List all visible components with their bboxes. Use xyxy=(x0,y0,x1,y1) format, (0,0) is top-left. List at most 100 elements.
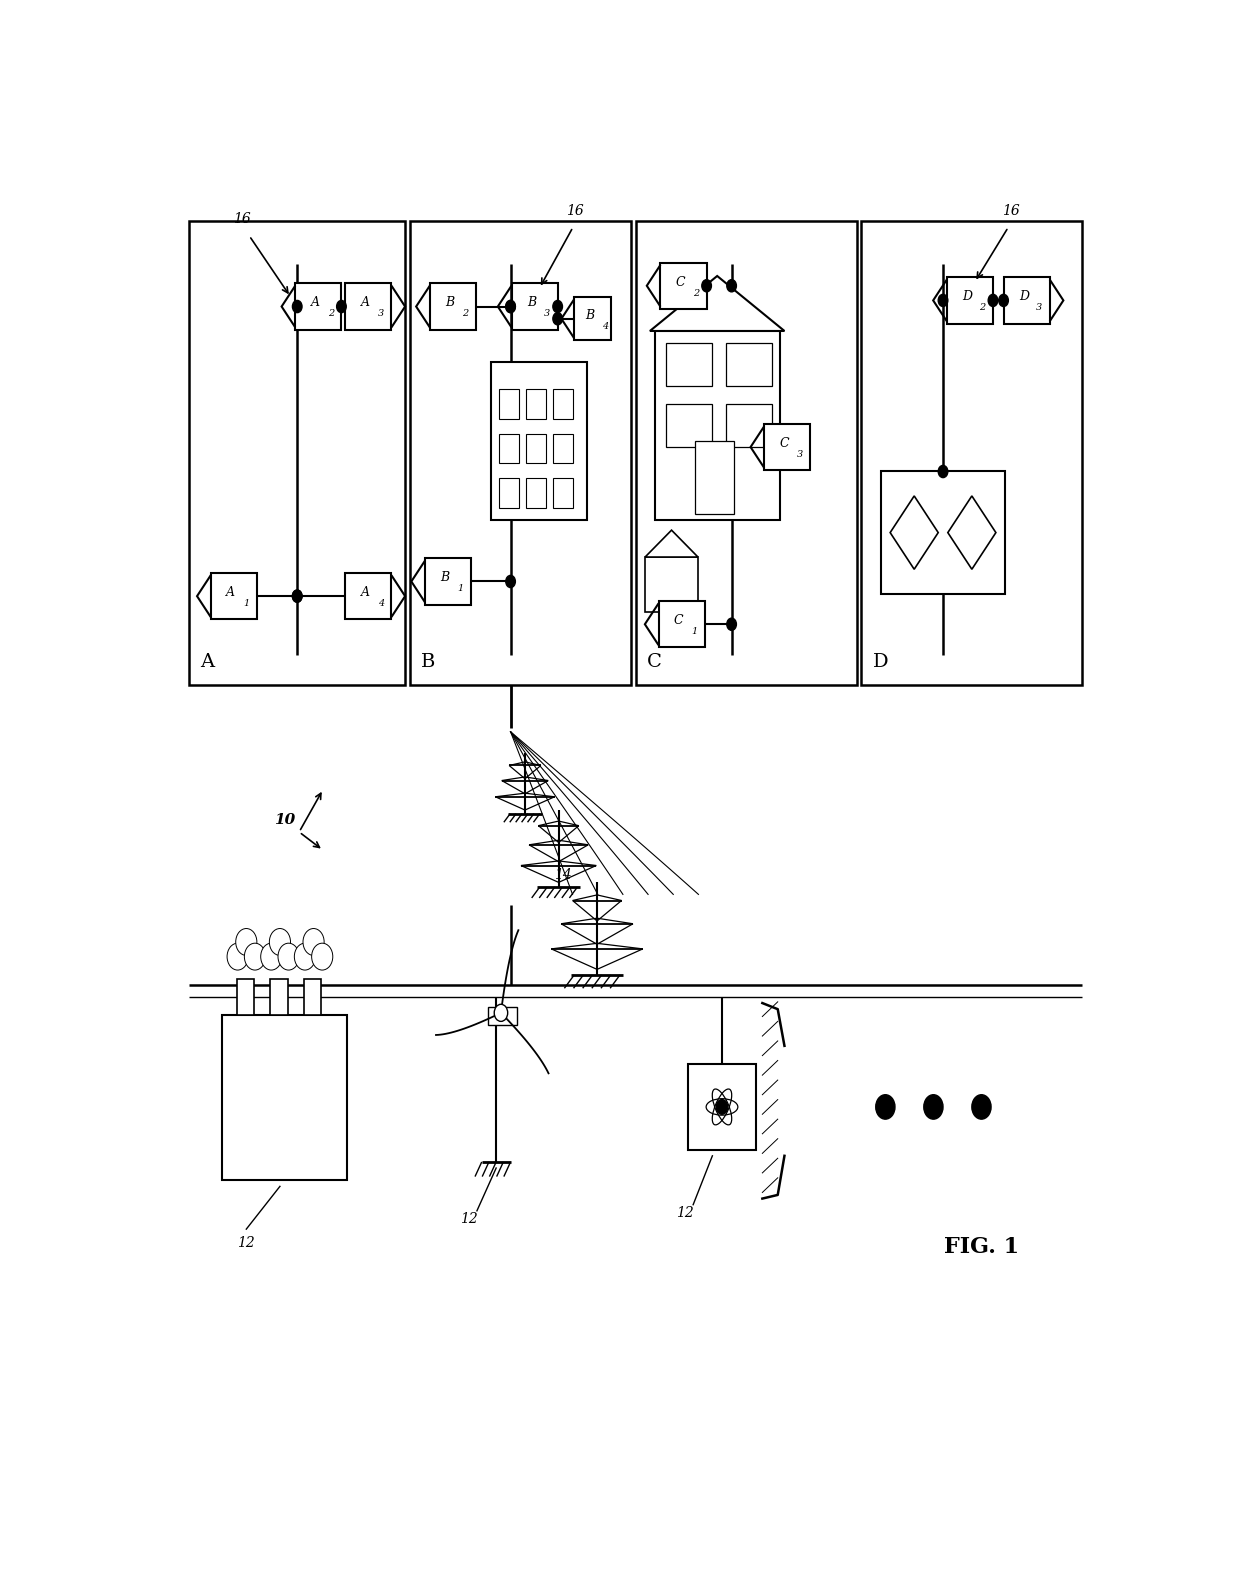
Circle shape xyxy=(506,576,516,587)
Circle shape xyxy=(506,300,516,313)
Text: A: A xyxy=(227,586,236,598)
Circle shape xyxy=(293,590,303,601)
Text: 3: 3 xyxy=(544,309,551,319)
Bar xyxy=(345,284,392,330)
Circle shape xyxy=(311,943,332,970)
Text: 2: 2 xyxy=(980,303,986,313)
Text: 4: 4 xyxy=(378,598,384,608)
Bar xyxy=(512,284,558,330)
Text: FIG. 1: FIG. 1 xyxy=(944,1236,1019,1258)
Bar xyxy=(211,573,257,619)
Bar xyxy=(658,601,704,647)
Text: 1: 1 xyxy=(691,627,697,636)
Text: 12: 12 xyxy=(460,1212,477,1227)
Polygon shape xyxy=(650,276,785,332)
Bar xyxy=(270,979,288,1016)
Bar xyxy=(491,362,588,521)
Bar xyxy=(345,573,392,619)
Text: 2: 2 xyxy=(327,309,334,319)
Circle shape xyxy=(875,1095,895,1119)
Bar xyxy=(553,478,573,508)
Text: C: C xyxy=(780,436,790,449)
Text: A: A xyxy=(361,297,370,309)
Bar xyxy=(696,441,734,514)
Circle shape xyxy=(988,294,998,306)
Text: B: B xyxy=(585,308,594,322)
Text: 10: 10 xyxy=(274,813,295,827)
Circle shape xyxy=(727,279,737,292)
Text: 3: 3 xyxy=(797,449,804,459)
Bar xyxy=(947,278,993,324)
Circle shape xyxy=(717,1100,728,1114)
Circle shape xyxy=(236,928,257,955)
Bar xyxy=(498,478,520,508)
Circle shape xyxy=(303,928,324,955)
Text: 14: 14 xyxy=(554,868,572,882)
Text: D: D xyxy=(1019,290,1029,303)
Bar xyxy=(880,471,1006,594)
Circle shape xyxy=(293,300,303,313)
Bar xyxy=(526,478,547,508)
Bar xyxy=(295,284,341,330)
Circle shape xyxy=(998,294,1008,306)
Bar xyxy=(725,343,773,386)
Text: 1: 1 xyxy=(458,584,464,594)
Circle shape xyxy=(336,300,346,313)
Circle shape xyxy=(702,279,712,292)
Text: 12: 12 xyxy=(237,1236,254,1251)
Bar xyxy=(526,389,547,419)
Text: 4: 4 xyxy=(601,322,608,330)
Circle shape xyxy=(244,943,265,970)
Text: A: A xyxy=(361,586,370,598)
Text: A: A xyxy=(311,297,320,309)
Bar xyxy=(498,389,520,419)
Bar xyxy=(498,433,520,463)
Bar xyxy=(425,559,471,605)
Text: 3: 3 xyxy=(378,309,384,319)
Circle shape xyxy=(939,465,947,478)
Text: D: D xyxy=(962,290,972,303)
Text: A: A xyxy=(200,652,215,671)
Text: B: B xyxy=(445,297,455,309)
Bar xyxy=(489,1006,517,1025)
Polygon shape xyxy=(645,530,698,557)
Polygon shape xyxy=(947,495,996,570)
Bar xyxy=(666,405,712,448)
Circle shape xyxy=(260,943,281,970)
Bar xyxy=(409,221,631,686)
Bar xyxy=(553,389,573,419)
Text: 16: 16 xyxy=(1002,203,1019,217)
Bar xyxy=(661,262,707,309)
Text: C: C xyxy=(647,652,662,671)
Bar xyxy=(430,284,476,330)
Bar xyxy=(574,297,610,340)
Text: 2: 2 xyxy=(693,289,699,298)
Text: B: B xyxy=(422,652,435,671)
Circle shape xyxy=(939,294,947,306)
Circle shape xyxy=(553,300,563,313)
Text: 1: 1 xyxy=(243,598,249,608)
Circle shape xyxy=(269,928,290,955)
Circle shape xyxy=(278,943,299,970)
Circle shape xyxy=(227,943,248,970)
Circle shape xyxy=(553,313,563,325)
Bar xyxy=(237,979,254,1016)
Circle shape xyxy=(924,1095,944,1119)
Circle shape xyxy=(294,943,315,970)
Bar xyxy=(188,221,404,686)
Bar xyxy=(764,424,811,470)
Text: C: C xyxy=(676,276,686,289)
Circle shape xyxy=(293,590,303,601)
Bar xyxy=(688,1065,755,1149)
Bar xyxy=(222,1016,347,1181)
Bar xyxy=(1003,278,1050,324)
Bar xyxy=(553,433,573,463)
Circle shape xyxy=(495,1005,507,1022)
Circle shape xyxy=(727,617,737,630)
Text: 3: 3 xyxy=(1035,303,1043,313)
Bar xyxy=(862,221,1083,686)
Bar xyxy=(526,433,547,463)
Circle shape xyxy=(506,300,516,313)
Text: B: B xyxy=(527,297,536,309)
Bar xyxy=(655,332,780,521)
